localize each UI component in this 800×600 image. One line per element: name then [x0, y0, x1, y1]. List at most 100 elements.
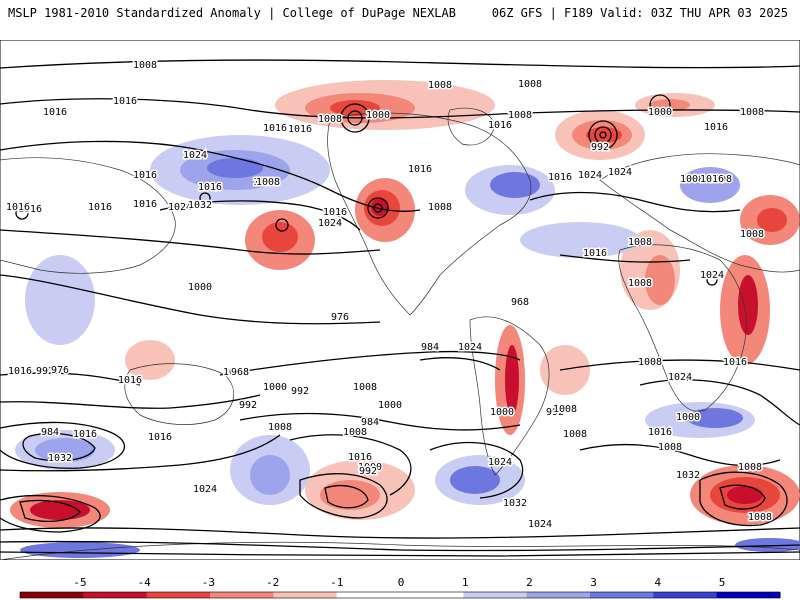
isobar-label: 1032 — [676, 470, 700, 481]
isobar-label: 1000 — [263, 382, 287, 393]
isobar-label: 968 — [231, 367, 249, 378]
isobar-label: 1016 — [288, 124, 312, 135]
colorbar-swatch — [210, 592, 274, 598]
colorbar-label: 1 — [462, 576, 469, 589]
isobar-label: 1016 — [113, 96, 137, 107]
isobar-label: 1008 — [638, 357, 662, 368]
colorbar-swatch — [653, 592, 718, 598]
colorbar-label: -2 — [266, 576, 279, 589]
isobar-label: 1016 — [133, 60, 157, 71]
colorbar-label: 2 — [526, 576, 533, 589]
isobar-label: 992 — [291, 386, 309, 397]
isobar-label: 1016 — [88, 202, 112, 213]
isobar-label: 1024 — [183, 150, 207, 161]
isobar-label: 1008 — [708, 174, 732, 185]
isobar-label: 1008 — [680, 174, 704, 185]
isobar-label: 1024 — [488, 457, 512, 468]
isobar-label: 1016 — [18, 204, 42, 215]
isobar-label: 1032 — [253, 177, 277, 188]
isobar-label: 1016 — [648, 427, 672, 438]
isobar-label: 1000 — [490, 407, 514, 418]
isobar-label: 1008 — [738, 462, 762, 473]
isobar-label: 1016 — [43, 107, 67, 118]
isobar-label: 1016 — [323, 207, 347, 218]
isobar-label: 1000 — [366, 110, 390, 121]
isobar-label: 1016 — [583, 248, 607, 259]
isobar-label: 1032 — [503, 498, 527, 509]
isobar-label: 1008 — [343, 427, 367, 438]
isobar-label: 1000 — [378, 400, 402, 411]
colorbar-label: 0 — [398, 576, 405, 589]
colorbar-label: 3 — [590, 576, 597, 589]
isobar-label: 1008 — [740, 229, 764, 240]
isobar-label: 1008 — [740, 107, 764, 118]
isobar-label: 1008 — [353, 382, 377, 393]
isobar-label: 1016 — [148, 432, 172, 443]
colorbar-outline — [19, 591, 781, 599]
colorbar-label: -1 — [330, 576, 343, 589]
isobar-label: 1024 — [578, 170, 602, 181]
isobar-label: 1016 — [8, 366, 32, 377]
isobar-label: 1000 — [358, 462, 382, 473]
isobar-label: 1008 — [748, 512, 772, 523]
isobar-label: 1016 — [118, 375, 142, 386]
isobar-label: 984 — [41, 427, 59, 438]
isobar-label: 984 — [361, 417, 379, 428]
isobar-label: 1016 — [348, 452, 372, 463]
isobar-label: 992 — [36, 366, 54, 377]
isobar-label: 976 — [331, 312, 349, 323]
isobar-label: 1032 — [188, 200, 212, 211]
colorbar-swatch — [20, 592, 84, 598]
isobar-label: 968 — [511, 297, 529, 308]
isobar-label: 1016 — [6, 202, 30, 213]
isobar-label: 1024 — [318, 218, 342, 229]
isobar-label: 1024 — [458, 342, 482, 353]
map-title: MSLP 1981-2010 Standardized Anomaly | Co… — [8, 6, 456, 20]
isobar-label: 1000 — [676, 412, 700, 423]
colorbar-swatch — [83, 592, 148, 598]
isobar-label: 1024 — [528, 519, 552, 530]
isobar-label: 984 — [421, 342, 439, 353]
colorbar-swatch — [463, 592, 528, 598]
isobar-label: 1016 — [723, 357, 747, 368]
isobar-label: 1024 — [668, 372, 692, 383]
isobar-label: 1032 — [48, 453, 72, 464]
colorbar-swatch — [146, 592, 211, 598]
isobar-label: 1008 — [658, 442, 682, 453]
isobar-label: 992 — [239, 400, 257, 411]
isobar-label: 1008 — [256, 177, 280, 188]
colorbar-swatch — [526, 592, 591, 598]
isobar-label: 1016 — [704, 122, 728, 133]
colorbar-swatches — [19, 591, 781, 599]
isobar-label: 1000 — [223, 367, 247, 378]
anomaly-colorbar: -5 -4 -3 -2 -1 0 1 2 3 4 5 — [19, 576, 781, 599]
isobar-label: 1024 — [168, 202, 192, 213]
isobar-label: 1008 — [428, 202, 452, 213]
isobar-label: 1008 — [628, 278, 652, 289]
colorbar-label: 5 — [719, 576, 726, 589]
model-run-info: 06Z GFS | F189 Valid: 03Z THU APR 03 202… — [491, 6, 788, 20]
isobar-label: 1008 — [563, 429, 587, 440]
isobar-label: 1016 — [408, 164, 432, 175]
isobar-label: 1016 — [73, 429, 97, 440]
isobar-contours — [0, 59, 800, 557]
isobar-label: 1016 — [488, 120, 512, 131]
isobar-label: 1024 — [193, 484, 217, 495]
isobar-label: 1008 — [518, 79, 542, 90]
isobar-label: 1008 — [553, 404, 577, 415]
colorbar-swatch — [400, 592, 464, 598]
colorbar-swatch — [716, 592, 781, 598]
isobar-label: 1016 — [700, 174, 724, 185]
colorbar-swatch — [273, 592, 338, 598]
isobar-label: 1008 — [133, 60, 157, 71]
isobar-label: 1016 — [133, 199, 157, 210]
isobar-label: 1024 — [608, 167, 632, 178]
isobar-label: 992 — [546, 407, 564, 418]
isobar-label: 1008 — [508, 110, 532, 121]
isobar-label: 992 — [359, 466, 377, 477]
isobar-label: 1016 — [198, 182, 222, 193]
isobar-label: 1008 — [628, 237, 652, 248]
isobar-label: 1016 — [263, 123, 287, 134]
